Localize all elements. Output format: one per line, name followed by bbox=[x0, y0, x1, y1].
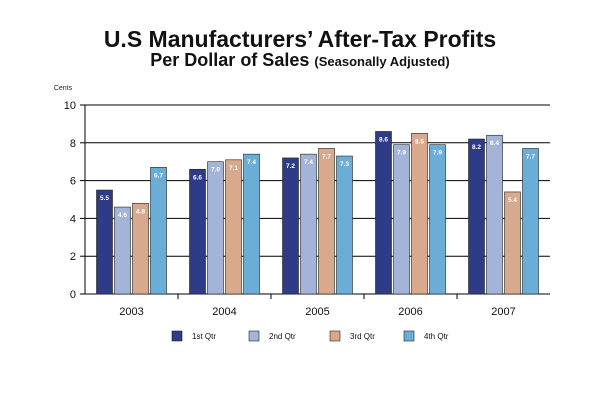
bar-data-label: 7.7 bbox=[322, 153, 331, 160]
bar-data-label: 7.0 bbox=[211, 167, 220, 174]
bar bbox=[282, 157, 299, 295]
bar bbox=[522, 148, 539, 295]
bar bbox=[189, 168, 206, 295]
bar bbox=[114, 206, 131, 295]
bar bbox=[411, 133, 428, 295]
legend-swatch bbox=[329, 330, 341, 342]
y-axis-label: Cents bbox=[54, 85, 73, 92]
bar bbox=[486, 134, 503, 295]
y-tick-label: 2 bbox=[70, 251, 76, 263]
bar bbox=[150, 167, 167, 295]
bar-data-label: 8.6 bbox=[379, 136, 388, 143]
bar bbox=[393, 144, 410, 295]
bar-data-label: 6.6 bbox=[193, 174, 202, 181]
bar bbox=[318, 148, 335, 295]
legend-label: 1st Qtr bbox=[192, 332, 216, 341]
bar bbox=[207, 161, 224, 295]
bar bbox=[504, 191, 521, 295]
bar-data-label: 7.4 bbox=[304, 159, 313, 166]
legend-swatch bbox=[248, 330, 260, 342]
bar bbox=[468, 138, 485, 295]
y-tick-label: 6 bbox=[70, 176, 76, 188]
bar-data-label: 7.1 bbox=[229, 165, 238, 172]
bar bbox=[132, 202, 149, 295]
chart-subtitle-main: Per Dollar of Sales bbox=[150, 50, 310, 70]
bar-data-label: 8.2 bbox=[472, 144, 481, 151]
bar-data-label: 4.8 bbox=[136, 208, 145, 215]
bar-data-label: 4.6 bbox=[118, 212, 127, 219]
bar-data-label: 5.4 bbox=[508, 197, 517, 204]
x-tick-label: 2006 bbox=[398, 306, 422, 318]
bar-data-label: 7.9 bbox=[433, 150, 442, 157]
y-tick-label: 10 bbox=[64, 100, 76, 112]
y-tick-label: 4 bbox=[70, 213, 76, 225]
chart-subtitle: Per Dollar of Sales (Seasonally Adjusted… bbox=[0, 50, 600, 71]
bar-data-label: 8.4 bbox=[490, 140, 499, 147]
bar-data-label: 6.7 bbox=[154, 172, 163, 179]
legend-swatch bbox=[171, 330, 183, 342]
chart-subtitle-note: (Seasonally Adjusted) bbox=[314, 54, 450, 69]
legend-label: 2nd Qtr bbox=[269, 332, 296, 341]
y-tick-label: 8 bbox=[70, 138, 76, 150]
bar bbox=[225, 159, 242, 295]
y-tick-label: 0 bbox=[70, 289, 76, 301]
x-tick-label: 2007 bbox=[491, 306, 515, 318]
bar-data-label: 7.2 bbox=[286, 163, 295, 170]
legend-label: 3rd Qtr bbox=[350, 332, 375, 341]
bar bbox=[243, 153, 260, 295]
x-tick-label: 2005 bbox=[305, 306, 329, 318]
bar-data-label: 7.7 bbox=[526, 153, 535, 160]
bar-data-label: 7.9 bbox=[397, 150, 406, 157]
bar-data-label: 7.3 bbox=[340, 161, 349, 168]
bar bbox=[300, 153, 317, 295]
bar-data-label: 5.5 bbox=[100, 195, 109, 202]
x-tick-label: 2003 bbox=[119, 306, 143, 318]
x-tick-label: 2004 bbox=[212, 306, 236, 318]
chart-title: U.S Manufacturers’ After-Tax Profits bbox=[103, 26, 497, 52]
legend-swatch bbox=[403, 330, 415, 342]
legend-label: 4th Qtr bbox=[424, 332, 449, 341]
bar bbox=[336, 155, 353, 295]
bar-data-label: 7.4 bbox=[247, 159, 256, 166]
bar bbox=[429, 144, 446, 295]
bar bbox=[375, 131, 392, 295]
bar-data-label: 8.5 bbox=[415, 138, 424, 145]
bar bbox=[96, 189, 113, 295]
